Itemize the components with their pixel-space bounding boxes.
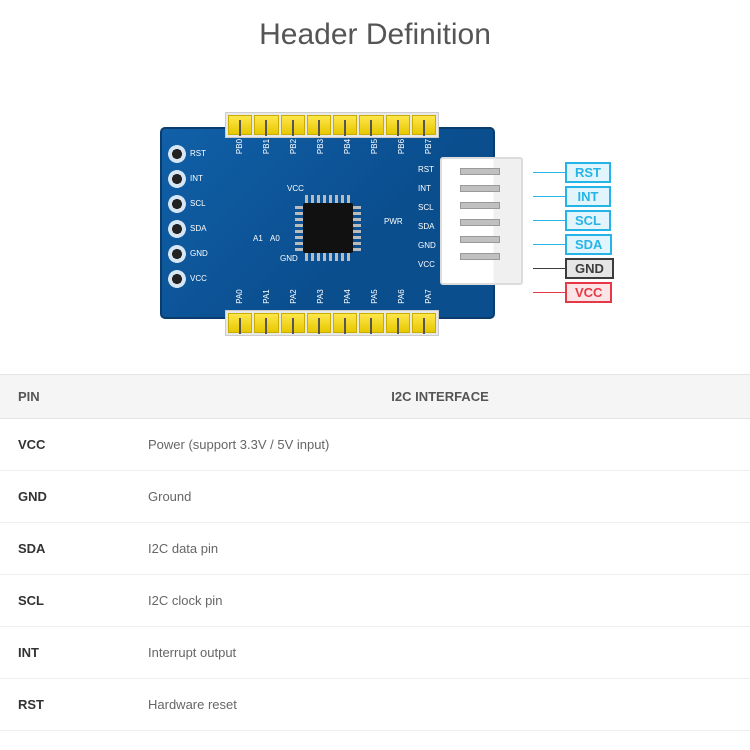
left-silk-scl: SCL — [190, 199, 206, 208]
right-silk-vcc: VCC — [418, 260, 435, 269]
silk-pa4: PA4 — [343, 289, 352, 304]
callout-vcc: VCC — [533, 282, 614, 303]
left-silk-gnd: GND — [190, 249, 208, 258]
table-row: RSTHardware reset — [0, 679, 750, 731]
table-row: GNDGround — [0, 471, 750, 523]
callout-sda: SDA — [533, 234, 614, 255]
table-row: SCLI2C clock pin — [0, 575, 750, 627]
silk-pa1: PA1 — [262, 289, 271, 304]
silk-pb4: PB4 — [343, 139, 352, 154]
silk-pa7: PA7 — [424, 289, 433, 304]
desc-cell: I2C clock pin — [130, 575, 750, 627]
silk-a0: A0 — [270, 234, 280, 243]
jst-pins — [460, 168, 500, 260]
table-header-pin: PIN — [0, 375, 130, 419]
pin-table: PIN I2C INTERFACE VCCPower (support 3.3V… — [0, 374, 750, 731]
left-silk-vcc: VCC — [190, 274, 207, 283]
pin-cell: SDA — [0, 523, 130, 575]
desc-cell: Interrupt output — [130, 627, 750, 679]
left-silk-int: INT — [190, 174, 203, 183]
desc-cell: Hardware reset — [130, 679, 750, 731]
table-header-desc: I2C INTERFACE — [130, 375, 750, 419]
pin-callouts: RST INT SCL SDA GND VCC — [533, 162, 614, 303]
chip-pins-right — [353, 205, 361, 251]
table-row: INTInterrupt output — [0, 627, 750, 679]
desc-cell: Ground — [130, 471, 750, 523]
desc-cell: Power (support 3.3V / 5V input) — [130, 419, 750, 471]
silk-a1: A1 — [253, 234, 263, 243]
chip-pins-left — [295, 205, 303, 251]
right-silk-gnd: GND — [418, 241, 436, 250]
pin-cell: VCC — [0, 419, 130, 471]
page-title: Header Definition — [0, 0, 750, 64]
right-silk-scl: SCL — [418, 203, 434, 212]
desc-cell: I2C data pin — [130, 523, 750, 575]
silk-pa0: PA0 — [235, 289, 244, 304]
header-bottom — [225, 310, 439, 336]
left-through-holes — [168, 145, 186, 288]
pin-cell: INT — [0, 627, 130, 679]
callout-gnd: GND — [533, 258, 614, 279]
callout-scl: SCL — [533, 210, 614, 231]
pin-cell: RST — [0, 679, 130, 731]
board-illustration: PB0 PB1 PB2 PB3 PB4 PB5 PB6 PB7 PA0 PA1 PA2 PA3 PA4… — [0, 64, 750, 374]
silk-pb7: PB7 — [424, 139, 433, 154]
silk-pb3: PB3 — [316, 139, 325, 154]
left-silk-rst: RST — [190, 149, 206, 158]
silk-vcc: VCC — [287, 184, 304, 193]
silk-pb1: PB1 — [262, 139, 271, 154]
pin-cell: SCL — [0, 575, 130, 627]
table-row: SDAI2C data pin — [0, 523, 750, 575]
silk-pb0: PB0 — [235, 139, 244, 154]
right-silk-int: INT — [418, 184, 431, 193]
ic-chip — [303, 203, 353, 253]
silk-pwr: PWR — [384, 217, 403, 226]
table-row: VCCPower (support 3.3V / 5V input) — [0, 419, 750, 471]
callout-rst: RST — [533, 162, 614, 183]
callout-int: INT — [533, 186, 614, 207]
header-top — [225, 112, 439, 138]
silk-gnd: GND — [280, 254, 298, 263]
pin-cell: GND — [0, 471, 130, 523]
silk-pb2: PB2 — [289, 139, 298, 154]
silk-pb6: PB6 — [397, 139, 406, 154]
silk-pa3: PA3 — [316, 289, 325, 304]
silk-pa6: PA6 — [397, 289, 406, 304]
silk-pa5: PA5 — [370, 289, 379, 304]
silk-pb5: PB5 — [370, 139, 379, 154]
silk-pa2: PA2 — [289, 289, 298, 304]
right-silk-sda: SDA — [418, 222, 434, 231]
left-silk-sda: SDA — [190, 224, 206, 233]
right-silk-rst: RST — [418, 165, 434, 174]
